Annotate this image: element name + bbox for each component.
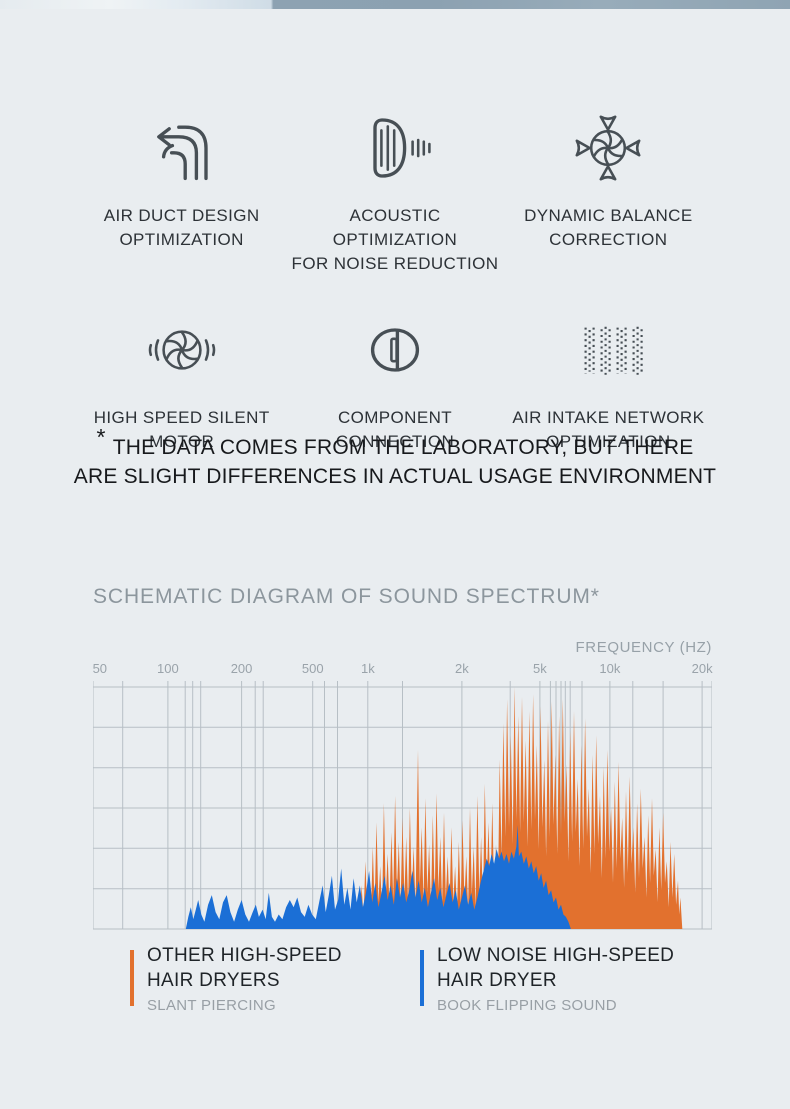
feature-label: HIGH SPEED SILENT MOTOR [93, 408, 270, 451]
chart-legend: OTHER HIGH-SPEED HAIR DRYERS SLANT PIERC… [93, 943, 712, 1033]
component-icon [288, 306, 501, 394]
legend-subtitle: BOOK FLIPPING SOUND [437, 997, 617, 1014]
x-tick-label: 100 [157, 661, 179, 676]
x-tick-label: 5k [533, 661, 547, 676]
air-intake-icon [502, 306, 715, 394]
feature-label: AIR DUCT DESIGN OPTIMIZATION [103, 206, 260, 249]
feature-label: ACOUSTIC OPTIMIZATION FOR NOISE REDUCTIO… [291, 206, 499, 273]
x-tick-label: 10k [599, 661, 621, 676]
chart-title: SCHEMATIC DIAGRAM OF SOUND SPECTRUM* [93, 585, 600, 608]
feature-air-intake: AIR INTAKE NETWORK OPTIMIZATION [502, 306, 715, 454]
acoustic-icon [288, 104, 501, 192]
x-tick-label: 200 [230, 661, 253, 676]
dynamic-balance-icon [502, 104, 715, 192]
legend-subtitle: SLANT PIERCING [147, 997, 276, 1014]
x-tick-label: 20k [691, 661, 713, 676]
feature-dynamic-balance: DYNAMIC BALANCE CORRECTION [502, 104, 715, 276]
silent-motor-icon [75, 306, 288, 394]
feature-label: AIR INTAKE NETWORK OPTIMIZATION [512, 408, 705, 451]
feature-grid: AIR DUCT DESIGN OPTIMIZATION ACOUSTIC O [75, 104, 715, 454]
legend-color-bar-blue [420, 950, 424, 1006]
x-tick-label: 2k [455, 661, 469, 676]
x-tick-label: 500 [301, 661, 324, 676]
x-tick-label: 50 [92, 661, 108, 676]
lab-data-disclaimer: * THE DATA COMES FROM THE LABORATORY, BUT… [73, 424, 717, 488]
feature-air-duct: AIR DUCT DESIGN OPTIMIZATION [75, 104, 288, 276]
air-duct-icon [75, 104, 288, 192]
feature-silent-motor: HIGH SPEED SILENT MOTOR [75, 306, 288, 454]
legend-title: OTHER HIGH-SPEED HAIR DRYERS [147, 945, 342, 991]
legend-item-low-noise-dryer: LOW NOISE HIGH-SPEED HAIR DRYER BOOK FLI… [420, 943, 674, 1014]
spectrum-area-slant-piercing [356, 687, 683, 929]
feature-label: DYNAMIC BALANCE CORRECTION [524, 206, 693, 249]
sound-spectrum-section: SCHEMATIC DIAGRAM OF SOUND SPECTRUM* FRE… [93, 585, 713, 1014]
feature-label: COMPONENT CONNECTION [335, 408, 455, 451]
x-axis-ticks: 50 100 200 500 1k 2k 5k 10k 20k [92, 661, 713, 677]
legend-title: LOW NOISE HIGH-SPEED HAIR DRYER [437, 945, 675, 991]
asterisk-mark: * [96, 424, 106, 450]
x-tick-label: 1k [360, 661, 375, 676]
x-axis-label: FREQUENCY (HZ) [575, 639, 712, 656]
feature-acoustic: ACOUSTIC OPTIMIZATION FOR NOISE REDUCTIO… [288, 104, 501, 276]
spectrum-area-book-flipping-sound [185, 824, 571, 929]
previous-section-edge [0, 0, 790, 9]
legend-item-other-dryers: OTHER HIGH-SPEED HAIR DRYERS SLANT PIERC… [130, 943, 342, 1014]
sound-spectrum-chart [93, 681, 712, 930]
legend-color-bar-orange [130, 950, 134, 1006]
feature-component: COMPONENT CONNECTION [288, 306, 501, 454]
